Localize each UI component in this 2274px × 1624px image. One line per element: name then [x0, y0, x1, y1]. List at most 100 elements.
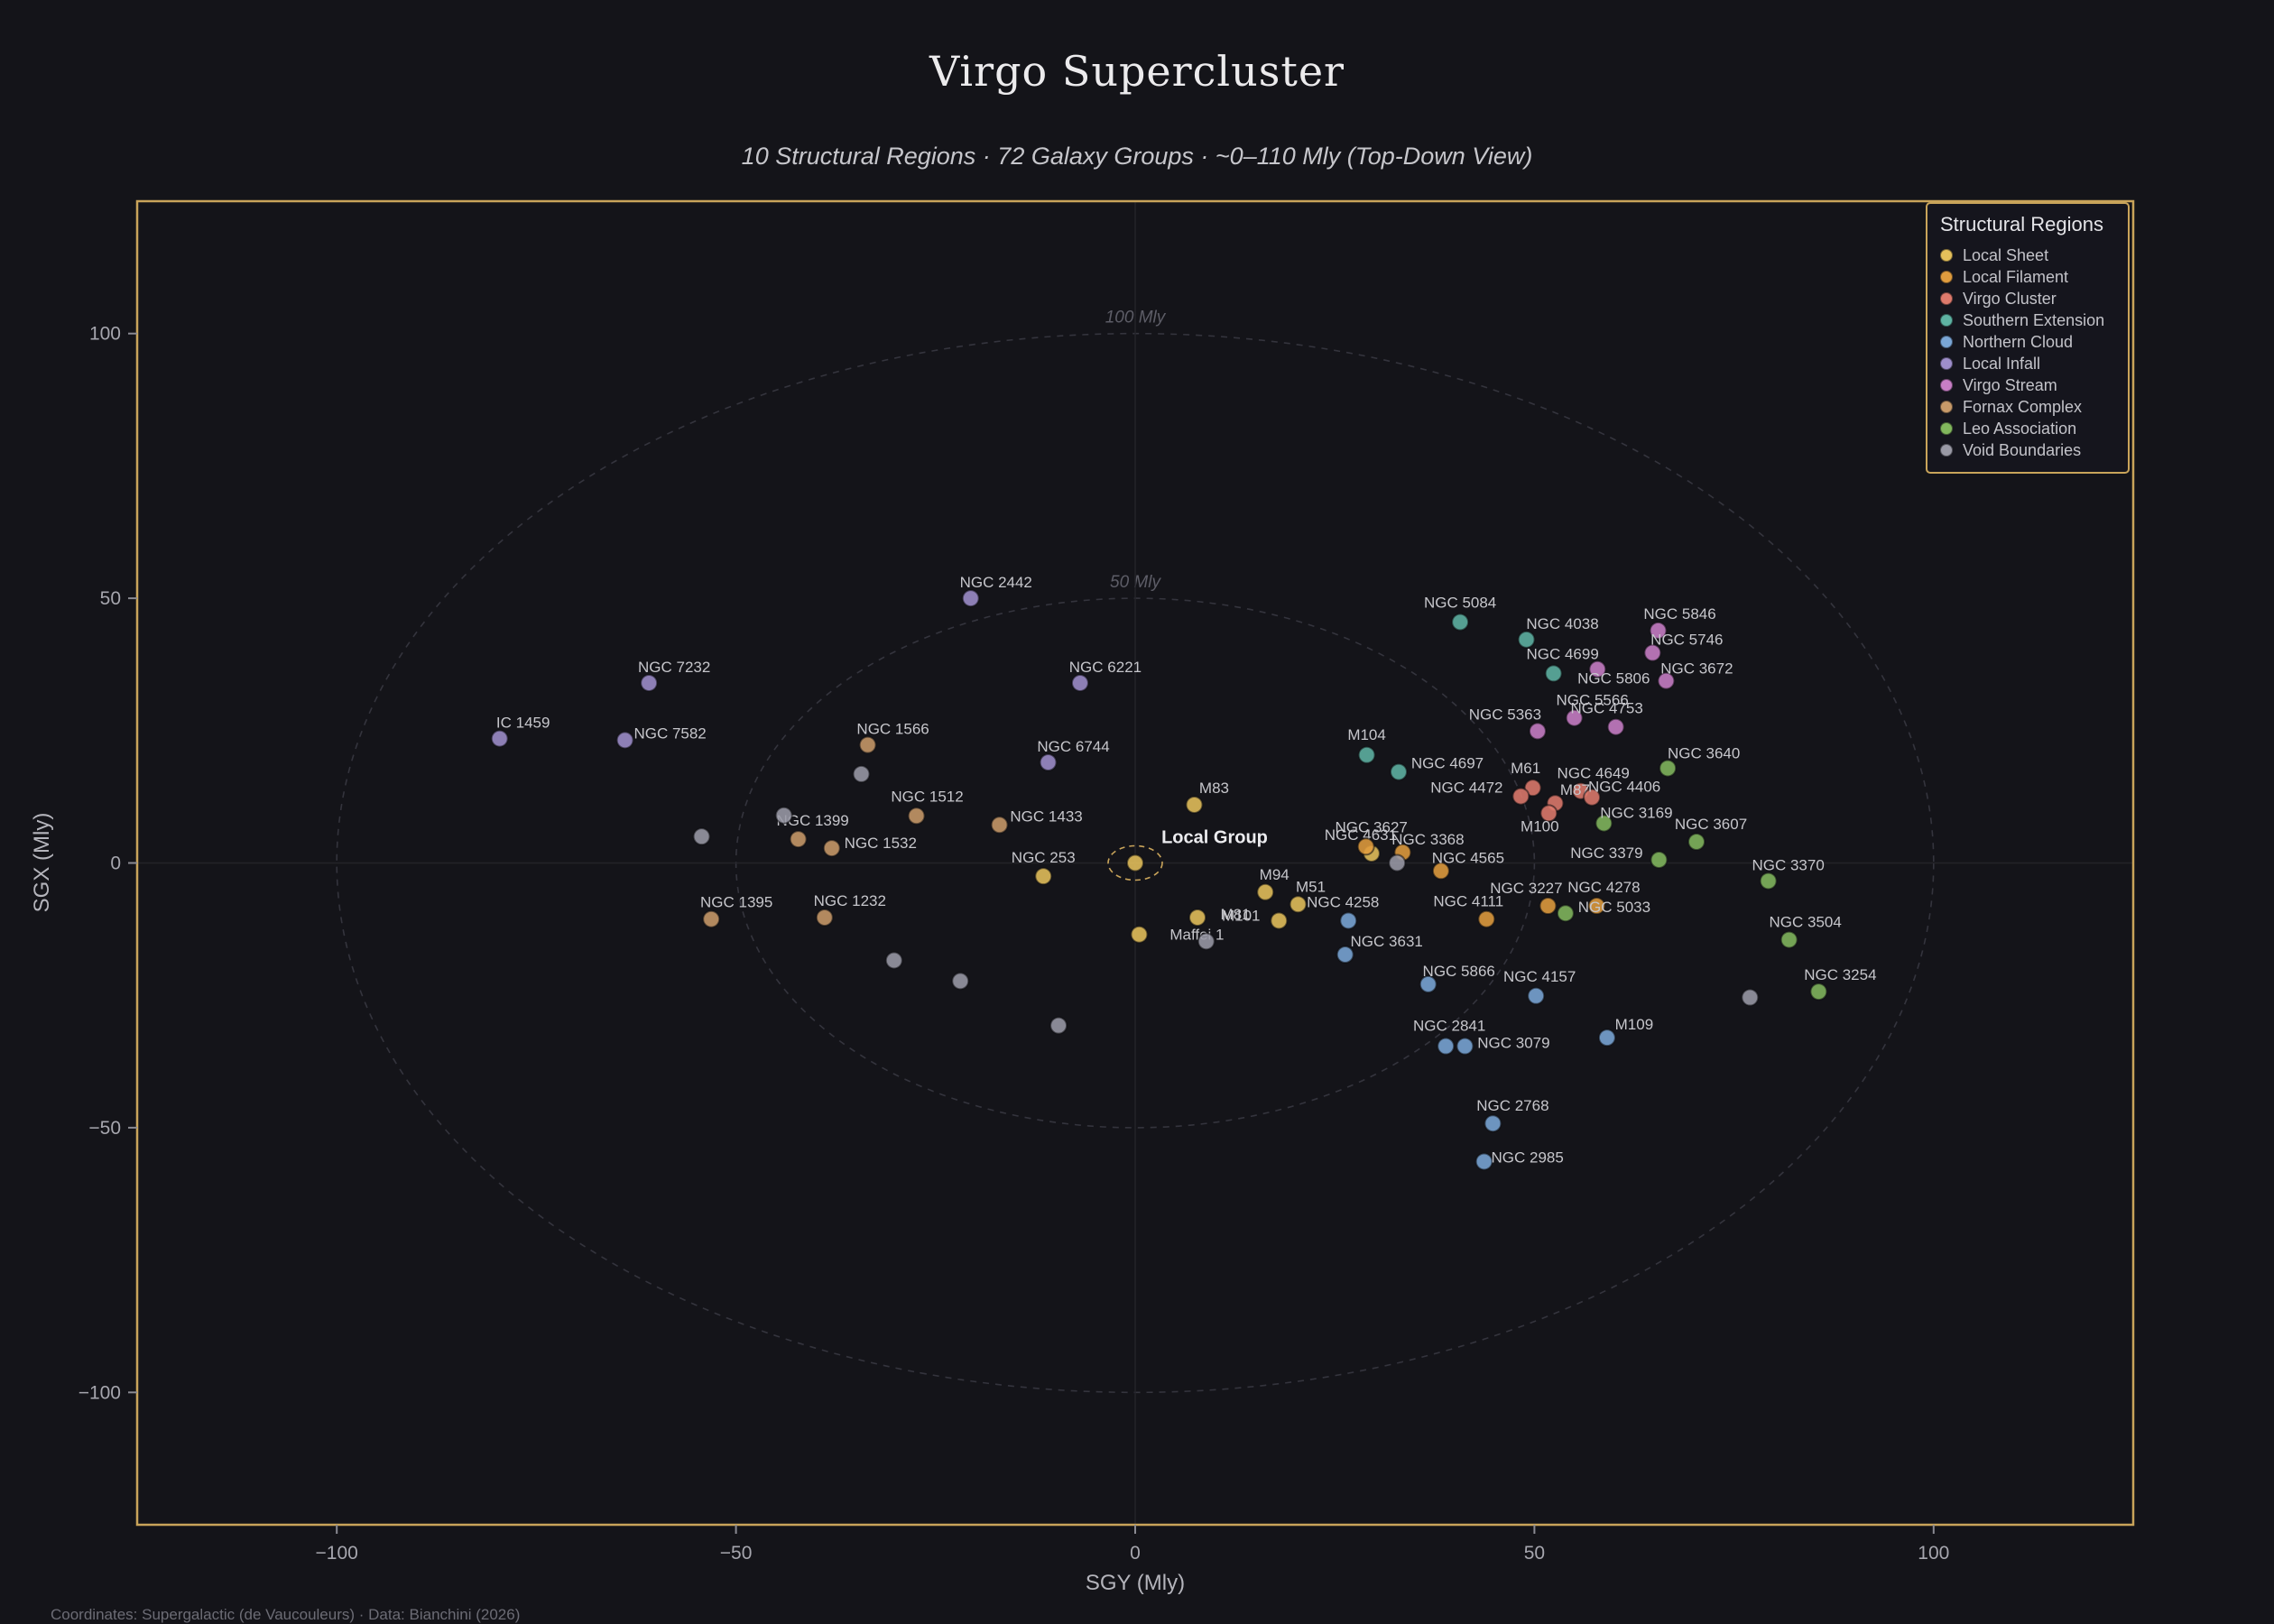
galaxy-point	[1597, 1029, 1616, 1047]
galaxy-label: NGC 4753	[1570, 700, 1642, 717]
galaxy-label: NGC 3254	[1804, 966, 1876, 983]
galaxy-label: M94	[1260, 866, 1290, 883]
galaxy-label: NGC 1566	[856, 721, 929, 738]
galaxy-label: M109	[1615, 1016, 1654, 1033]
galaxy-label: NGC 6221	[1069, 659, 1142, 676]
galaxy-point	[789, 830, 808, 849]
galaxy-label: NGC 2768	[1476, 1097, 1548, 1114]
galaxy-point	[858, 735, 877, 754]
galaxy-label: M101	[1222, 907, 1261, 924]
galaxy-point	[1474, 1152, 1493, 1171]
galaxy-point	[815, 908, 834, 927]
galaxy-point	[490, 729, 509, 748]
galaxy-point	[1649, 621, 1668, 640]
galaxy-label: NGC 3504	[1769, 914, 1841, 931]
legend-swatch	[1940, 249, 1953, 262]
galaxy-point	[1588, 660, 1607, 678]
legend-label: Local Infall	[1963, 354, 2041, 373]
galaxy-label: Local Group	[1161, 828, 1268, 848]
legend-swatch	[1940, 379, 1953, 392]
x-tick-label: 50	[1524, 1543, 1545, 1564]
legend-title: Structural Regions	[1940, 213, 2103, 235]
galaxy-point	[1130, 925, 1149, 944]
galaxy-label: NGC 3607	[1675, 816, 1747, 833]
galaxy-point	[907, 807, 926, 826]
galaxy-label: IC 1459	[496, 715, 550, 732]
galaxy-label: NGC 5866	[1423, 963, 1495, 980]
galaxy-point	[1741, 988, 1760, 1007]
galaxy-points-layer: Local Group NGC 253 Maffei 1 M81 M83 M94 M51 M1…	[490, 574, 1877, 1171]
galaxy-point	[1419, 974, 1437, 993]
galaxy-point	[1583, 788, 1602, 807]
galaxy-point	[1687, 833, 1706, 852]
legend-swatch	[1940, 314, 1953, 327]
galaxy-label: NGC 7582	[633, 724, 706, 742]
galaxy-label: NGC 4565	[1432, 849, 1504, 866]
galaxy-point	[1256, 882, 1275, 901]
legend-label: Southern Extension	[1963, 310, 2105, 329]
galaxy-label: NGC 3640	[1668, 744, 1740, 761]
galaxy-point	[1809, 983, 1828, 1001]
galaxy-point	[1389, 762, 1408, 781]
galaxy-point	[1185, 795, 1204, 814]
galaxy-label: NGC 2442	[960, 574, 1032, 591]
galaxy-point	[1759, 872, 1778, 890]
galaxy-label: NGC 1395	[700, 894, 772, 911]
galaxy-point	[1650, 850, 1669, 869]
legend-item-void-boundaries: Void Boundaries	[1940, 439, 2115, 461]
galaxy-point	[1657, 671, 1676, 690]
legend-label: Virgo Stream	[1963, 375, 2057, 394]
galaxy-label: NGC 3227	[1490, 880, 1562, 897]
galaxy-point	[1034, 867, 1053, 886]
galaxy-point	[1388, 854, 1407, 872]
galaxy-label: NGC 5746	[1650, 632, 1723, 649]
galaxy-point	[1188, 908, 1207, 927]
galaxy-label: NGC 5846	[1643, 605, 1715, 623]
footer-note: Coordinates: Supergalactic (de Vaucouleu…	[51, 1606, 521, 1623]
galaxy-label: M81	[1220, 906, 1250, 923]
legend-item-virgo-stream: Virgo Stream	[1940, 374, 2115, 396]
galaxy-label: NGC 4157	[1503, 968, 1576, 985]
galaxy-point	[951, 972, 970, 991]
local-group-ellipse	[1107, 844, 1163, 881]
galaxy-label: NGC 3370	[1752, 856, 1824, 873]
x-tick-label: 0	[1130, 1543, 1141, 1564]
galaxy-label: NGC 4699	[1526, 645, 1598, 662]
galaxy-label: M104	[1347, 726, 1386, 743]
galaxy-point	[961, 589, 980, 608]
galaxy-label: NGC 4406	[1588, 779, 1660, 796]
galaxy-label: NGC 4111	[1433, 893, 1503, 910]
legend-label: Leo Association	[1963, 419, 2077, 438]
galaxy-point	[1511, 787, 1530, 806]
galaxy-label: NGC 5566	[1556, 692, 1628, 709]
legend: Structural Regions Local Sheet Local Fila…	[1926, 202, 2130, 474]
legend-swatch	[1940, 401, 1953, 413]
galaxy-label: NGC 5806	[1577, 670, 1650, 687]
galaxy-point	[1556, 904, 1575, 923]
galaxy-point	[1587, 897, 1606, 916]
legend-item-local-filament: Local Filament	[1940, 266, 2115, 288]
legend-item-fornax-complex: Fornax Complex	[1940, 396, 2115, 418]
legend-label: Northern Cloud	[1963, 332, 2074, 351]
galaxy-label: NGC 3631	[1351, 933, 1423, 950]
x-tick-label: −50	[720, 1543, 753, 1564]
galaxy-point	[1528, 722, 1547, 741]
galaxy-point	[884, 951, 903, 970]
legend-item-local-infall: Local Infall	[1940, 353, 2115, 374]
legend-item-local-sheet: Local Sheet	[1940, 245, 2115, 266]
galaxy-point	[1779, 930, 1798, 949]
galaxy-point	[1477, 909, 1496, 928]
galaxy-label: M61	[1511, 760, 1540, 777]
galaxy-label: M100	[1521, 817, 1559, 835]
x-tick-label: 100	[1918, 1543, 1949, 1564]
legend-swatch	[1940, 444, 1953, 457]
galaxy-point	[1039, 753, 1058, 772]
galaxy-label: NGC 3368	[1391, 831, 1464, 848]
galaxy-point	[1339, 911, 1358, 930]
galaxy-label: NGC 1512	[891, 788, 963, 805]
galaxy-label: NGC 3627	[1336, 818, 1408, 835]
galaxy-point	[1456, 1037, 1474, 1056]
galaxy-point	[1336, 946, 1354, 964]
x-tick-label: −100	[316, 1543, 358, 1564]
